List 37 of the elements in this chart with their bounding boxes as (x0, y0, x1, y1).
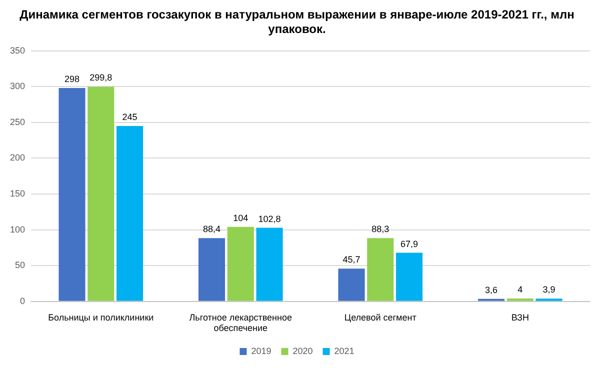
x-tick-label: Льготное лекарственное обеспечение (189, 312, 292, 334)
bar (88, 86, 114, 301)
y-tick-label: 150 (10, 188, 26, 198)
data-label: 4 (518, 284, 523, 295)
bar (396, 252, 423, 301)
chart-title: Динамика сегментов госзакупок в натуральном выражении в январе-июле 2019-2021 гг., млн упаковок. (20, 8, 574, 36)
bar (227, 226, 254, 301)
data-label: 88,3 (372, 224, 390, 234)
bar (367, 238, 394, 301)
y-tick-label: 350 (10, 45, 26, 56)
y-tick-label: 50 (15, 260, 26, 270)
x-tick-label: Целевой сегмент (344, 312, 416, 322)
x-tick-label: Больницы и поликлиники (48, 312, 154, 322)
data-label: 88,4 (202, 224, 221, 234)
bar (198, 238, 226, 301)
data-label: 298 (64, 74, 80, 84)
data-label: 3,9 (542, 284, 556, 295)
y-tick-label: 100 (10, 224, 26, 234)
legend-label: 2020 (292, 346, 313, 356)
data-label: 299,8 (90, 72, 112, 83)
data-label: 245 (122, 112, 138, 122)
y-tick-label: 250 (10, 116, 26, 127)
data-label: 67,9 (400, 238, 418, 249)
data-label: 45,7 (342, 254, 360, 265)
legend-label: 2019 (251, 346, 272, 356)
data-label: 104 (233, 212, 248, 223)
y-tick-label: 0 (20, 296, 26, 306)
bar (338, 268, 365, 301)
x-tick-label: ВЗН (511, 312, 529, 322)
y-tick-label: 300 (10, 81, 26, 92)
data-label: 3,6 (484, 284, 498, 295)
y-tick-label: 200 (10, 152, 26, 163)
legend-label: 2021 (334, 346, 354, 356)
bar (256, 228, 283, 301)
data-label: 102,8 (258, 214, 281, 224)
bar (116, 126, 144, 301)
bar (58, 88, 86, 301)
